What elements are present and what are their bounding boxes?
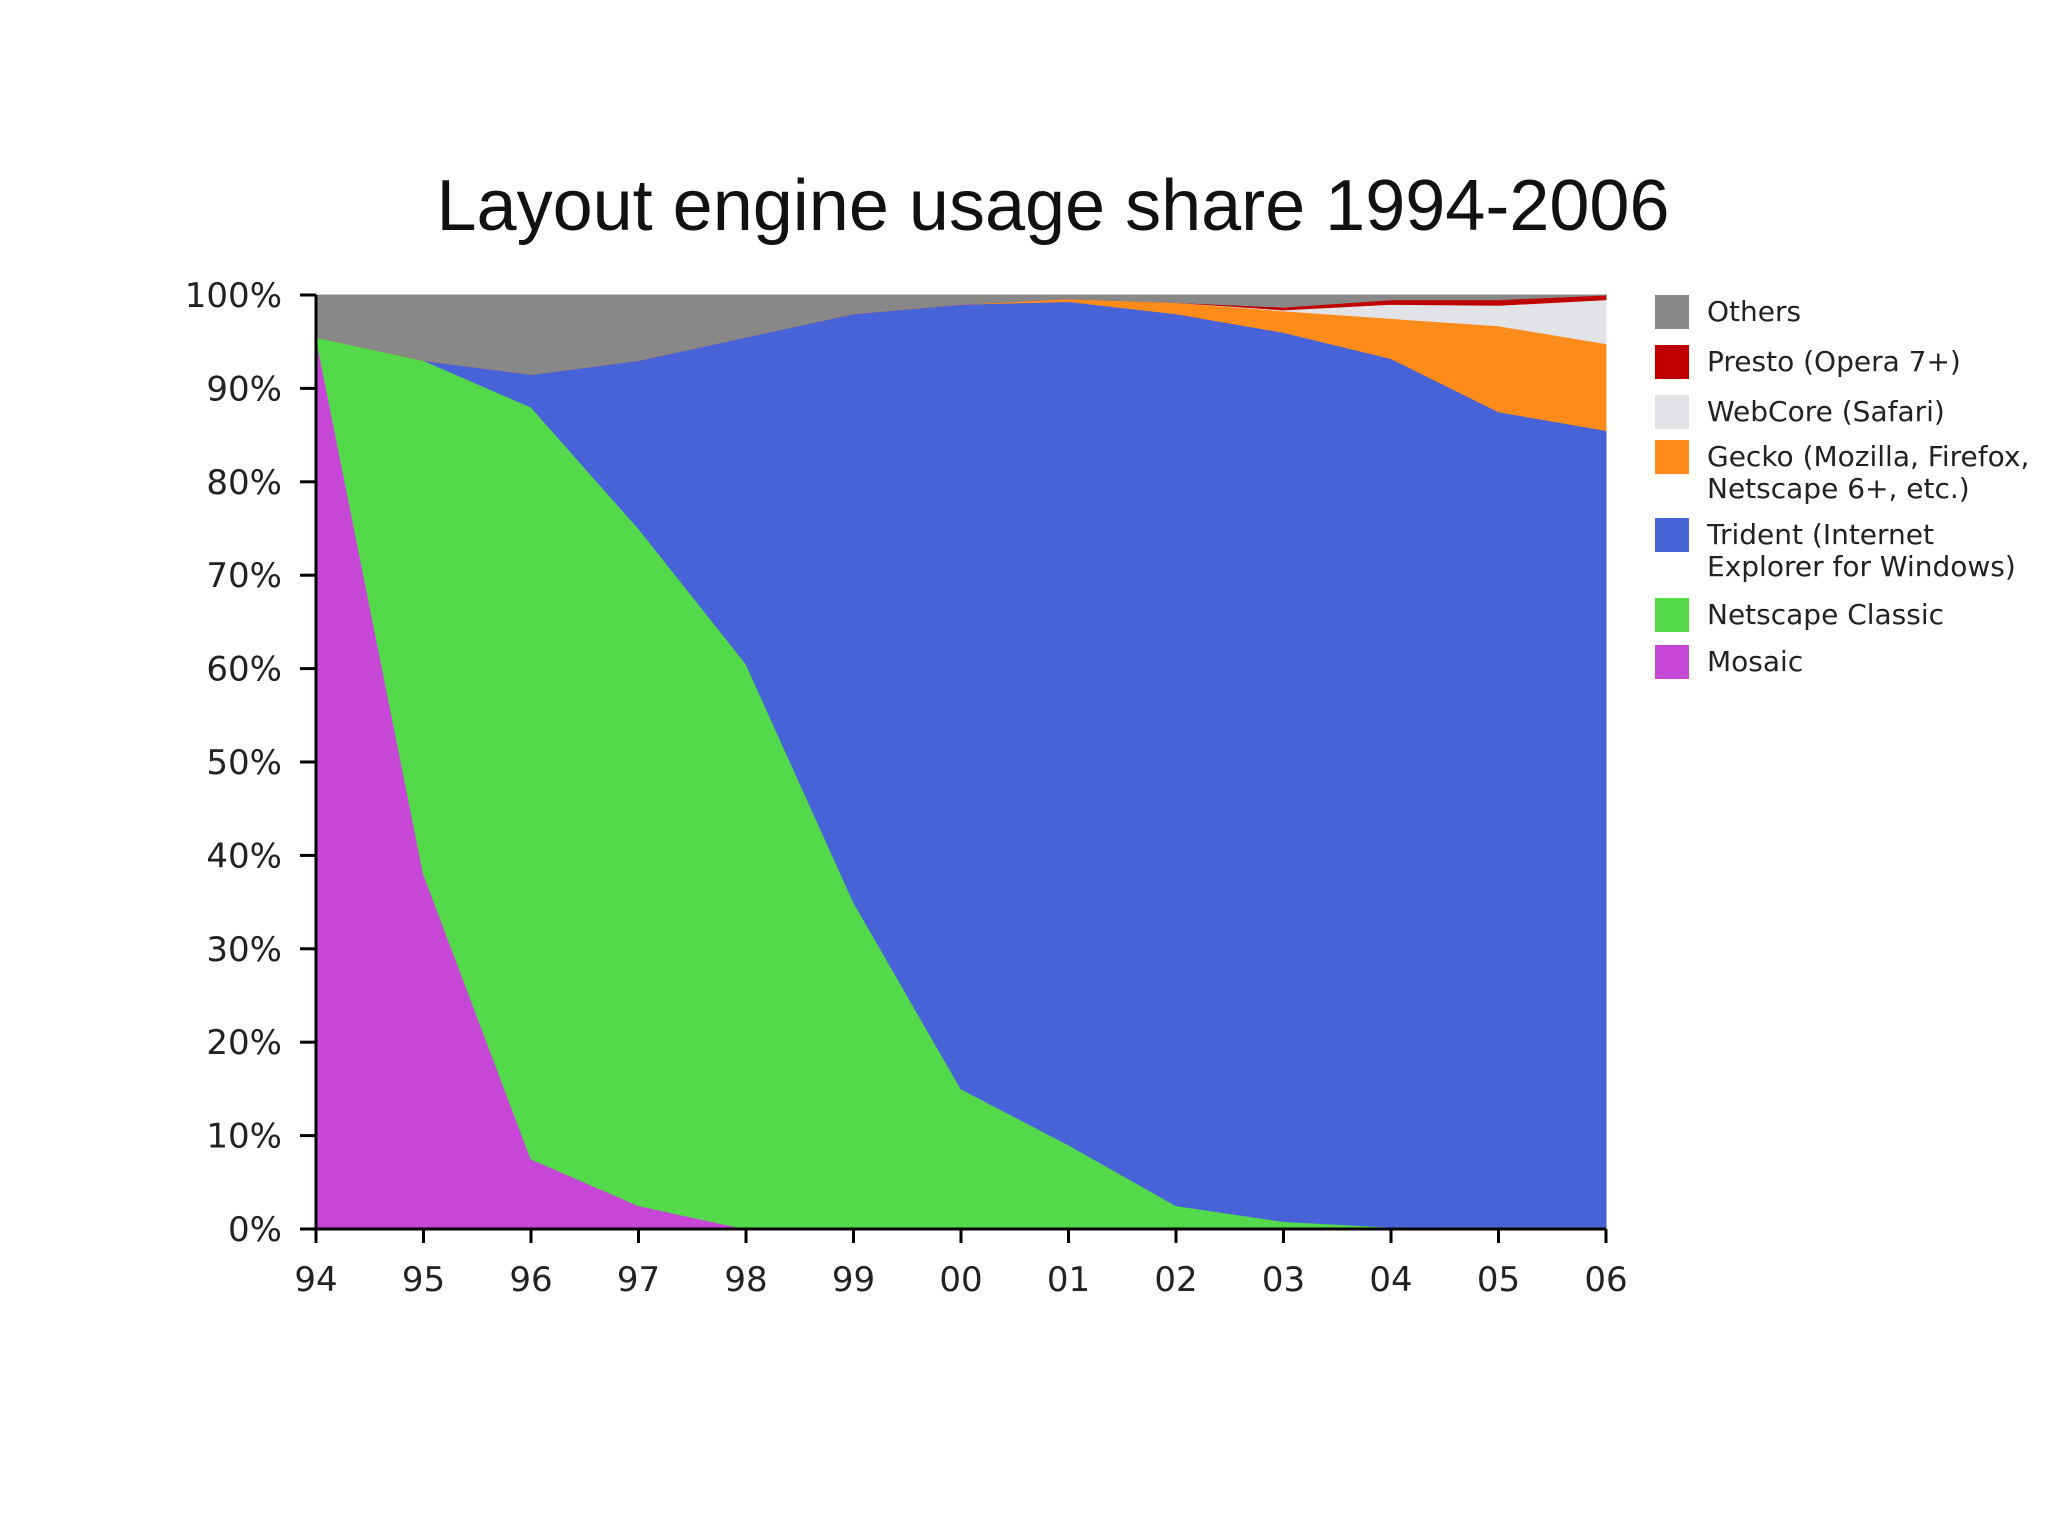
chart-title: Layout engine usage share 1994-2006 — [436, 166, 1670, 246]
legend-swatch — [1655, 598, 1689, 632]
y-tick-label: 30% — [206, 930, 282, 970]
y-tick-label: 90% — [206, 369, 282, 409]
legend-swatch — [1655, 645, 1689, 679]
y-tick-label: 100% — [185, 276, 282, 316]
legend-swatch — [1655, 395, 1689, 429]
x-tick-label: 96 — [509, 1260, 552, 1300]
legend-label: Gecko (Mozilla, Firefox, — [1707, 440, 2029, 473]
area-layers — [315, 294, 1607, 1230]
y-tick-label: 20% — [206, 1023, 282, 1063]
x-tick-label: 99 — [832, 1260, 875, 1300]
x-tick-label: 01 — [1047, 1260, 1090, 1300]
x-tick-label: 97 — [617, 1260, 660, 1300]
legend-swatch — [1655, 440, 1689, 474]
x-tick-label: 00 — [939, 1260, 982, 1300]
area-others — [315, 294, 1607, 375]
legend-swatch — [1655, 295, 1689, 329]
legend-label: WebCore (Safari) — [1707, 395, 1945, 428]
legend-label: Trident (Internet — [1706, 518, 1934, 551]
y-tick-label: 0% — [228, 1210, 282, 1250]
x-tick-label: 95 — [402, 1260, 445, 1300]
y-tick-label: 50% — [206, 743, 282, 783]
legend-label: Netscape Classic — [1707, 598, 1944, 631]
y-tick-label: 60% — [206, 650, 282, 690]
legend-label: Others — [1707, 295, 1801, 328]
legend-label: Presto (Opera 7+) — [1707, 345, 1961, 378]
x-tick-label: 02 — [1154, 1260, 1197, 1300]
legend-label: Explorer for Windows) — [1707, 550, 2016, 583]
x-tick-label: 94 — [294, 1260, 337, 1300]
legend-swatch — [1655, 345, 1689, 379]
x-tick-label: 04 — [1369, 1260, 1412, 1300]
legend-label: Netscape 6+, etc.) — [1707, 472, 1970, 505]
legend-swatch — [1655, 518, 1689, 552]
x-tick-label: 03 — [1262, 1260, 1305, 1300]
x-tick-label: 98 — [724, 1260, 767, 1300]
x-tick-label: 05 — [1477, 1260, 1520, 1300]
x-tick-label: 06 — [1584, 1260, 1627, 1300]
y-tick-label: 70% — [206, 556, 282, 596]
y-tick-label: 80% — [206, 463, 282, 503]
y-tick-label: 40% — [206, 836, 282, 876]
axes: 0% 10% 20% 30% 40% 50% 60% 70% 80% 90% 100% 94 95 96 9… — [185, 276, 1628, 1300]
legend-label: Mosaic — [1707, 645, 1803, 678]
y-tick-label: 10% — [206, 1117, 282, 1157]
legend: Others Presto (Opera 7+) WebCore (Safari) G… — [1655, 295, 2029, 679]
